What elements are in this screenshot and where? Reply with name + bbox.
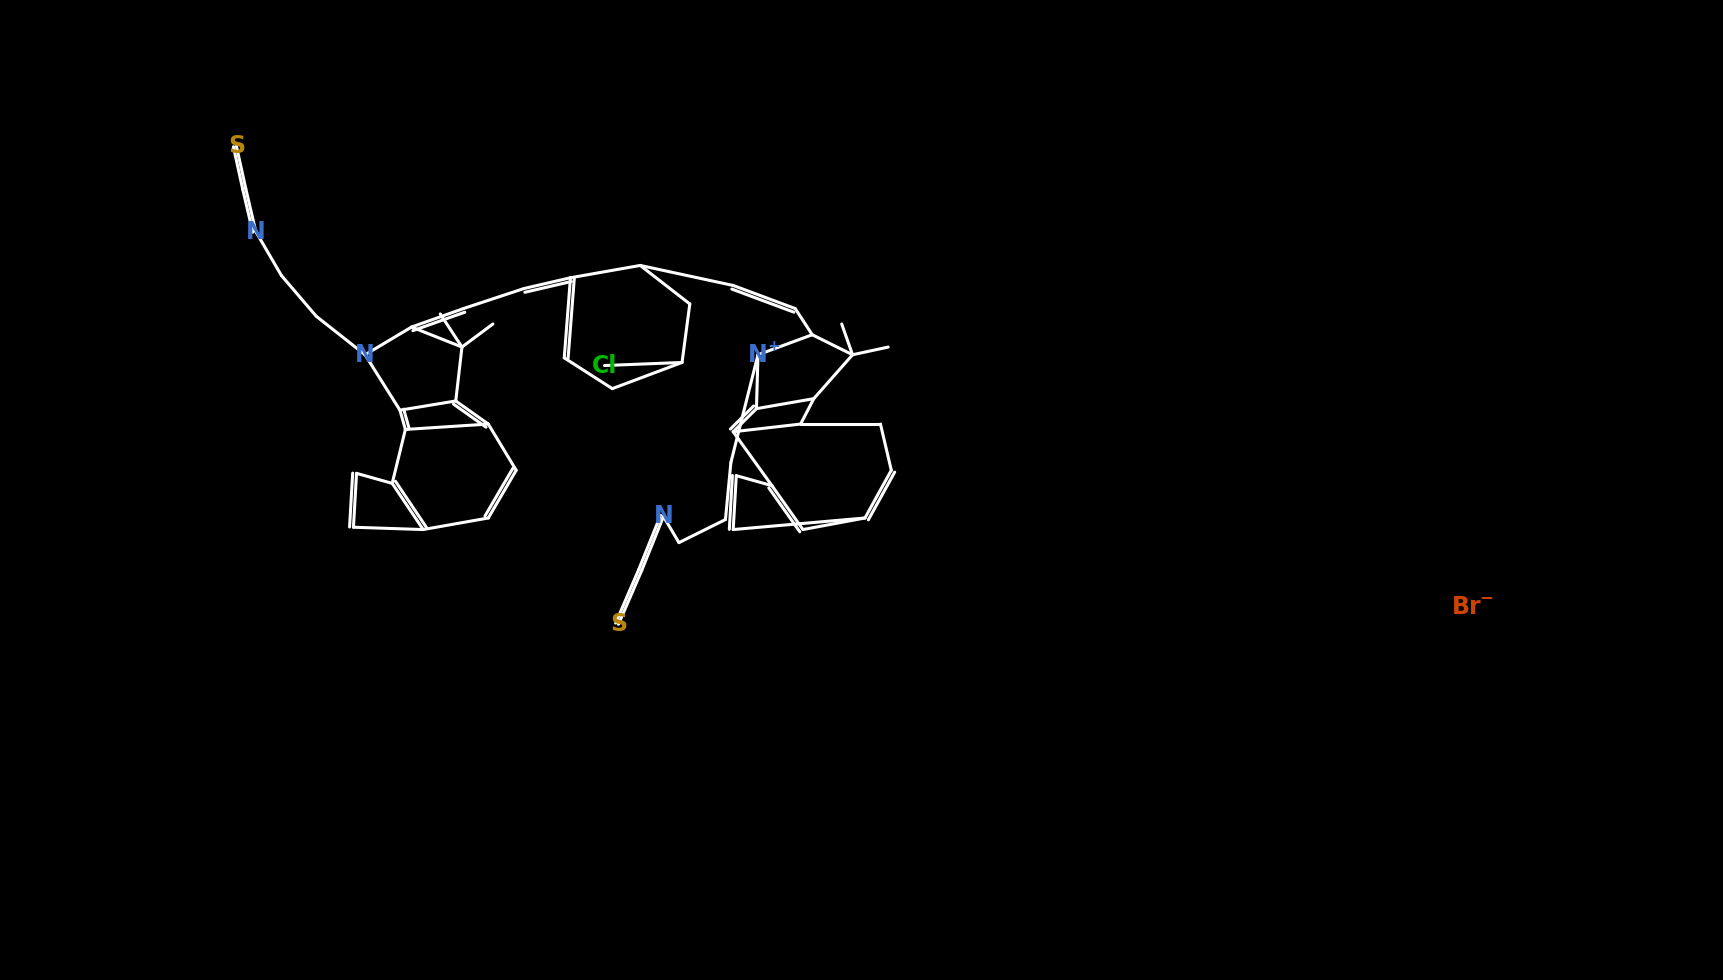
Text: N: N bbox=[246, 220, 265, 244]
Text: S: S bbox=[227, 134, 245, 158]
Text: S: S bbox=[610, 612, 627, 636]
Text: −: − bbox=[1478, 588, 1492, 606]
Text: Cl: Cl bbox=[591, 354, 617, 377]
Text: N: N bbox=[653, 505, 674, 528]
Text: Br: Br bbox=[1451, 595, 1482, 618]
Text: N: N bbox=[748, 343, 767, 367]
Text: +: + bbox=[767, 339, 779, 354]
Text: N: N bbox=[355, 343, 374, 367]
